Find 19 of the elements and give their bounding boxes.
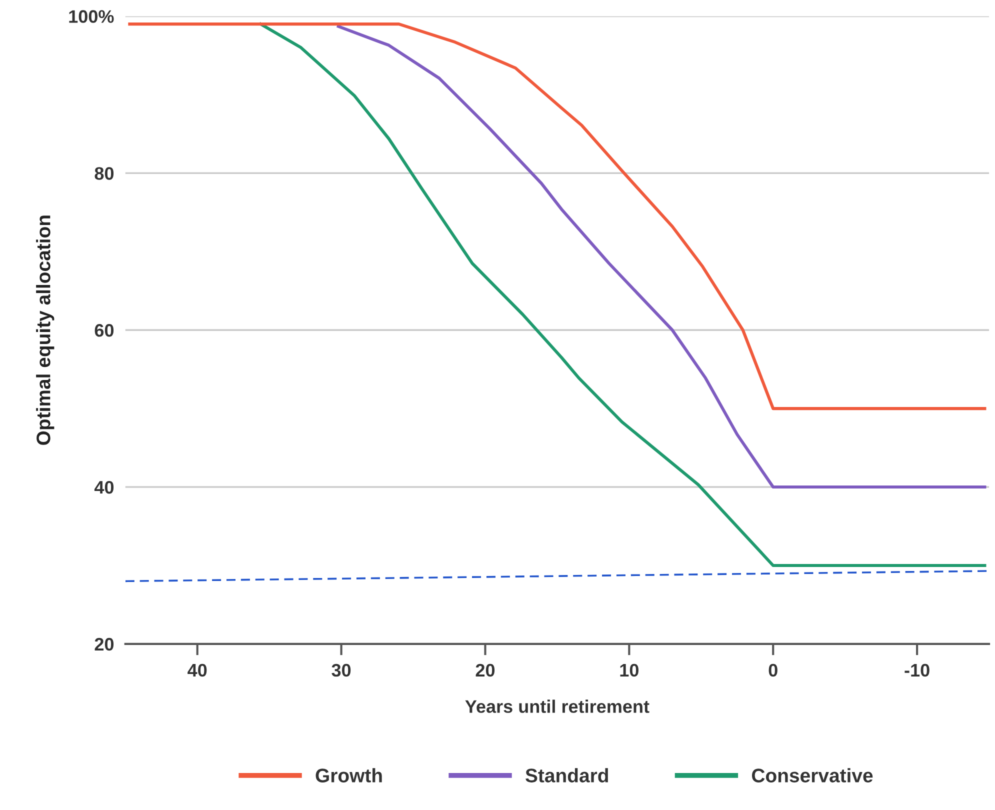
legend-label: Standard: [526, 768, 608, 782]
line-series: [128, 22, 986, 410]
x-tick-label: 40: [188, 664, 207, 677]
y-tick-label: 80: [94, 167, 114, 180]
x-tick-label: 10: [620, 664, 638, 677]
x-tick-label: 30: [332, 664, 351, 677]
y-axis-title: Optimal equity allocation: [36, 216, 54, 445]
legend-label: Conservative: [752, 768, 873, 782]
y-tick-label: 60: [94, 324, 114, 337]
line-series: [259, 22, 986, 568]
y-tick-label: 20: [94, 638, 114, 651]
x-axis-title: Years until retirement: [465, 700, 650, 713]
x-tick-label: 0: [768, 664, 778, 677]
y-tick-label: 100%: [69, 10, 114, 23]
x-tick-label: -10: [904, 664, 930, 677]
line-series: [336, 24, 986, 489]
x-tick-label: 20: [476, 664, 495, 677]
legend-label: Growth: [316, 768, 382, 782]
y-tick-label: 40: [94, 480, 114, 494]
